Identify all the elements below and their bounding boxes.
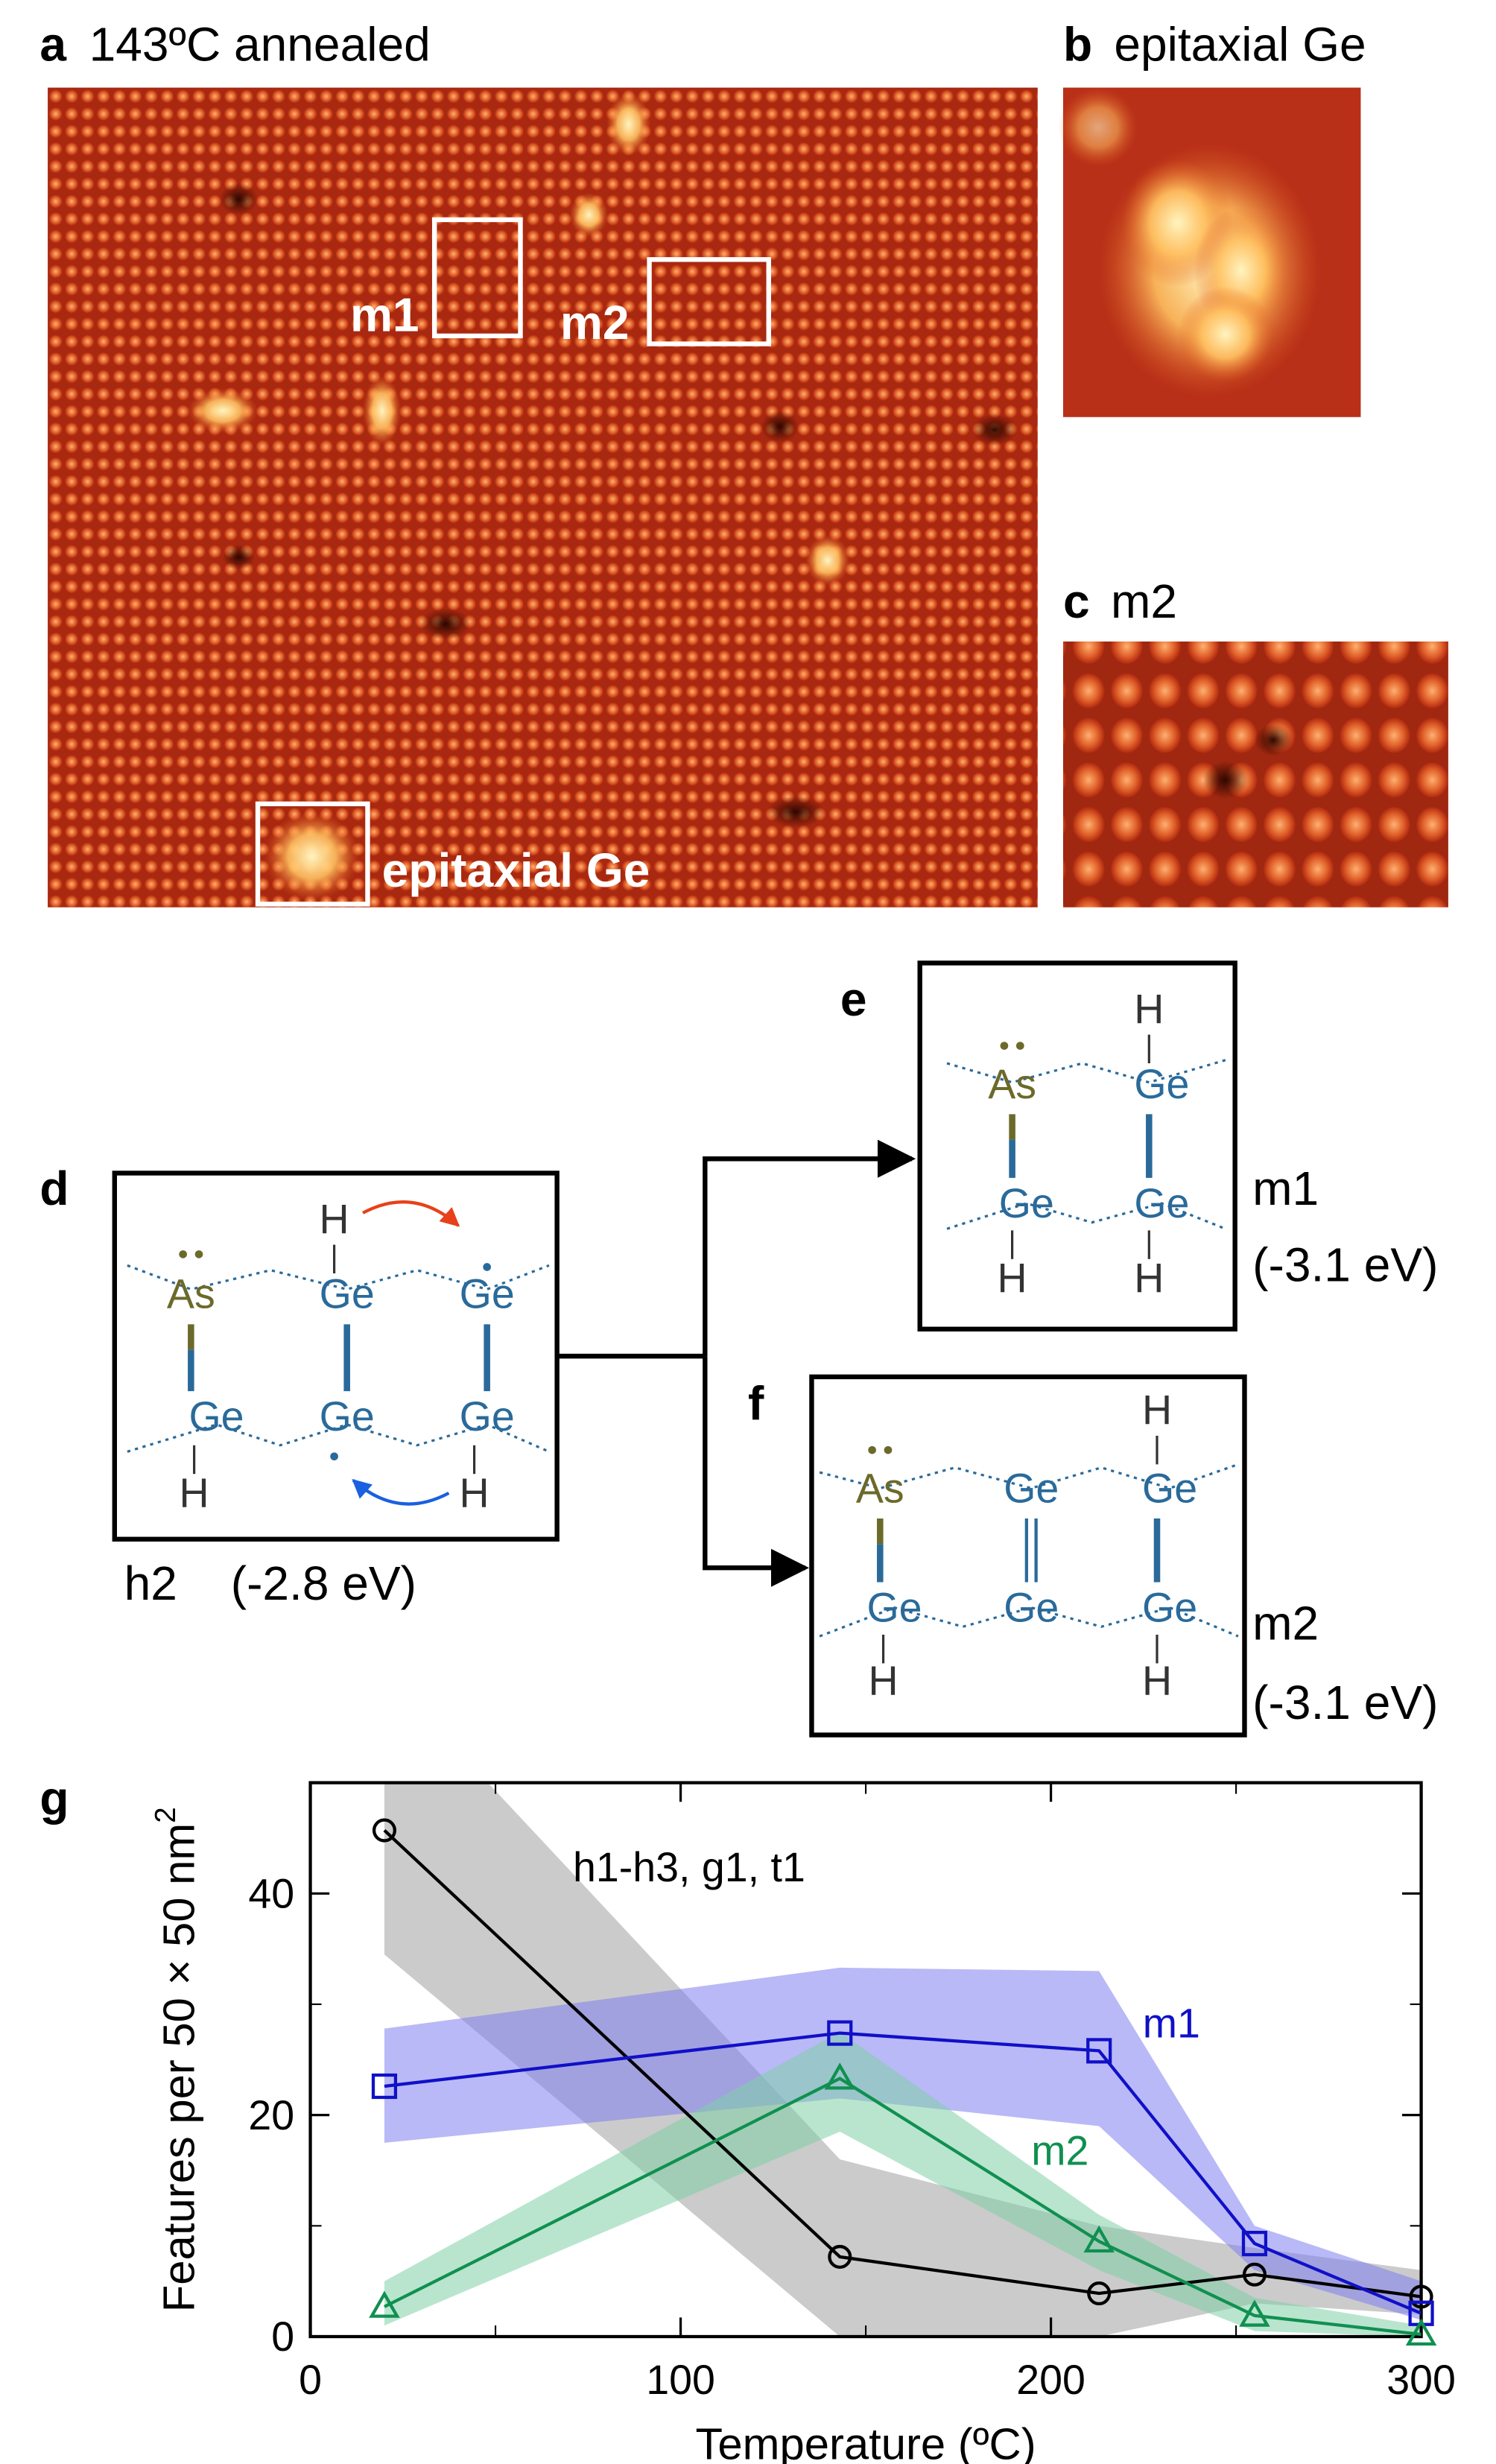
- atom-label: Ge: [460, 1393, 515, 1440]
- atom-label: As: [988, 1061, 1036, 1107]
- y-tick-label: 20: [248, 2092, 294, 2138]
- electron-dots: [179, 1042, 1024, 1461]
- atom-label: Ge: [1142, 1585, 1197, 1631]
- atom-label: H: [1142, 1387, 1172, 1434]
- y-tick-label: 40: [248, 1871, 294, 1917]
- panel-letter: d: [39, 1162, 69, 1215]
- atom-label: H: [1134, 1255, 1164, 1301]
- atom-label: H: [320, 1196, 349, 1242]
- y-axis-label-main: Features per 50 × 50 nm: [154, 1823, 204, 2312]
- chart: 0 100 200 300 0 20 40 Temperature (ºC) Features …: [150, 1781, 1456, 2464]
- atom-label: Ge: [999, 1180, 1054, 1226]
- panel-letter: a: [39, 17, 67, 71]
- marker: [1239, 2299, 1270, 2327]
- series-line: [383, 2077, 1421, 2337]
- stm-image-b: [1058, 87, 1361, 417]
- x-tick-label: 200: [1016, 2357, 1085, 2403]
- series-label: m2: [1031, 2127, 1088, 2173]
- series-label: h1-h3, g1, t1: [573, 1844, 805, 1890]
- y-axis-label-sup: 2: [150, 1807, 182, 1822]
- marker: [1083, 2225, 1115, 2253]
- x-axis-label: Temperature (ºC): [695, 2419, 1036, 2464]
- atom-label: H: [998, 1255, 1027, 1301]
- marker: [827, 2020, 853, 2046]
- bond-lines: [188, 1114, 1161, 1583]
- atom-label: Ge: [1004, 1465, 1059, 1511]
- atom-label: H: [869, 1658, 898, 1704]
- panel-letter: b: [1063, 17, 1092, 71]
- atom-label: Ge: [1142, 1465, 1197, 1511]
- reaction-arrows: [557, 1139, 916, 1587]
- x-tick-label: 300: [1386, 2357, 1456, 2403]
- atom-label: Ge: [1134, 1061, 1189, 1107]
- energy-label: (-3.1 eV): [1252, 1676, 1438, 1729]
- panel-letter: c: [1063, 574, 1090, 628]
- panel-letter: f: [748, 1377, 764, 1431]
- atom-label: Ge: [460, 1271, 515, 1317]
- marker: [1242, 2262, 1267, 2287]
- atom-label: Ge: [866, 1585, 922, 1631]
- x-tick-label: 0: [299, 2357, 322, 2403]
- marker: [1086, 2038, 1112, 2064]
- marker: [371, 2073, 398, 2100]
- y-tick-label: 0: [271, 2313, 294, 2360]
- diagram-boxes: [112, 960, 1247, 1738]
- series-label: m1: [1143, 2000, 1200, 2046]
- energy-label: (-2.8 eV): [231, 1556, 416, 1610]
- atom-label: Ge: [1004, 1585, 1059, 1631]
- panel-title: epitaxial Ge: [1114, 17, 1366, 71]
- series-line: [384, 2031, 1421, 2315]
- atom-label: Ge: [320, 1393, 375, 1440]
- y-axis-label: Features per 50 × 50 nm2: [150, 1807, 204, 2312]
- panel-title: 143ºC annealed: [89, 17, 431, 71]
- panel-letter: g: [39, 1771, 69, 1825]
- panel-title: m2: [1111, 574, 1177, 628]
- box-label: epitaxial Ge: [382, 843, 650, 897]
- h-bonds: [193, 1034, 1159, 1664]
- surface-dotted-lines: [127, 1059, 1239, 1638]
- uncertainty-band: [384, 2032, 1421, 2337]
- box-label: m1: [350, 288, 419, 341]
- x-tick-label: 100: [646, 2357, 715, 2403]
- marker: [828, 2244, 852, 2269]
- marker: [369, 2290, 400, 2318]
- structure-name: m2: [1252, 1596, 1319, 1650]
- atom-label: Ge: [320, 1271, 375, 1317]
- stm-image-c: [1062, 641, 1448, 908]
- marker: [372, 1818, 396, 1843]
- box-label: m2: [560, 296, 630, 349]
- stm-image-a: [48, 87, 1038, 908]
- energy-label: (-3.1 eV): [1252, 1238, 1438, 1292]
- atom-label: H: [1142, 1658, 1172, 1704]
- atom-label: As: [856, 1465, 904, 1511]
- structure-name: m1: [1252, 1162, 1319, 1215]
- atom-label: As: [167, 1271, 215, 1317]
- atom-label: H: [460, 1470, 489, 1516]
- atom-label: Ge: [188, 1393, 244, 1440]
- marker: [1087, 2281, 1112, 2306]
- marker: [824, 2062, 856, 2090]
- panel-letter: e: [840, 972, 867, 1026]
- series-lines: [383, 1828, 1421, 2337]
- atom-label: Ge: [1134, 1180, 1189, 1226]
- atom-label: H: [180, 1470, 209, 1516]
- structure-name: h2: [124, 1556, 177, 1610]
- hop-arrow-red: [362, 1200, 460, 1227]
- hop-arrow-blue: [352, 1479, 450, 1506]
- series-line: [383, 1828, 1421, 2299]
- marker: [1405, 2318, 1437, 2346]
- marker: [1241, 2231, 1268, 2257]
- atom-label: H: [1134, 986, 1164, 1032]
- marker: [1409, 2284, 1433, 2309]
